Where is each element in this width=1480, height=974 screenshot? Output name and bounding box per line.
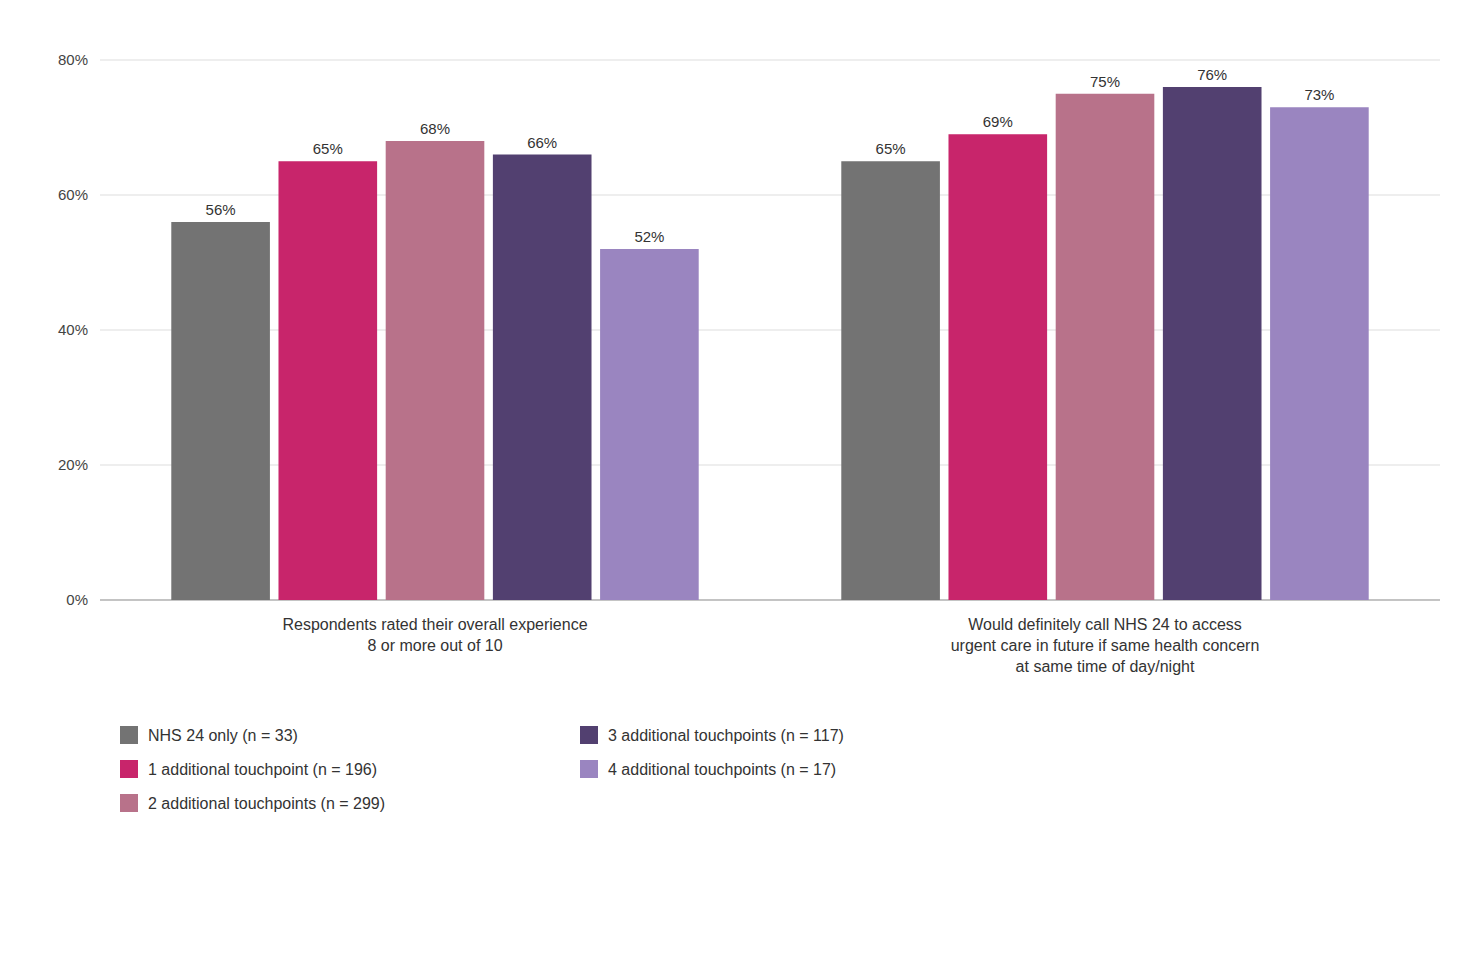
y-tick-label: 80% — [58, 51, 88, 68]
x-tick-label-line: 8 or more out of 10 — [367, 637, 502, 654]
bar — [171, 222, 270, 600]
data-label: 73% — [1304, 86, 1334, 103]
legend-label: 1 additional touchpoint (n = 196) — [148, 761, 377, 778]
bar — [1056, 94, 1155, 600]
legend-swatch — [580, 726, 598, 744]
y-tick-label: 0% — [66, 591, 88, 608]
data-label: 66% — [527, 134, 557, 151]
chart-container: 0% 20% 40% 60% 80% 56% 65% 65% 69% 68% 75% 66% 76% 52… — [0, 0, 1480, 974]
bar — [386, 141, 485, 600]
y-tick-label: 40% — [58, 321, 88, 338]
bar — [1163, 87, 1262, 600]
x-tick-label-line: urgent care in future if same health con… — [951, 637, 1260, 654]
bar — [278, 161, 377, 600]
legend-swatch — [120, 794, 138, 812]
legend-swatch — [580, 760, 598, 778]
x-tick-label: Would definitely call NHS 24 to access ur… — [951, 616, 1260, 675]
bars — [171, 87, 1368, 600]
x-axis: Respondents rated their overall experien… — [282, 616, 1259, 675]
data-label: 65% — [313, 140, 343, 157]
chart: 0% 20% 40% 60% 80% 56% 65% 65% 69% 68% 75% 66% 76% 52… — [0, 0, 1480, 974]
data-label: 65% — [876, 140, 906, 157]
x-tick-label-line: at same time of day/night — [1016, 658, 1195, 675]
bar — [1270, 107, 1369, 600]
grid-line — [100, 60, 1440, 61]
legend: NHS 24 only (n = 33) 1 additional touchpo… — [120, 726, 844, 812]
x-tick-label: Respondents rated their overall experien… — [282, 616, 587, 654]
data-label: 56% — [206, 201, 236, 218]
legend-swatch — [120, 726, 138, 744]
y-tick-label: 20% — [58, 456, 88, 473]
bar — [600, 249, 699, 600]
y-axis: 0% 20% 40% 60% 80% — [58, 51, 88, 608]
legend-label: 3 additional touchpoints (n = 117) — [608, 727, 844, 744]
data-label: 75% — [1090, 73, 1120, 90]
grid — [100, 60, 1440, 600]
data-label: 76% — [1197, 66, 1227, 83]
data-label: 68% — [420, 120, 450, 137]
data-label: 69% — [983, 113, 1013, 130]
legend-swatch — [120, 760, 138, 778]
x-tick-label-line: Respondents rated their overall experien… — [282, 616, 587, 633]
data-label: 52% — [634, 228, 664, 245]
data-labels: 56% 65% 65% 69% 68% 75% 66% 76% 52% 73% — [206, 66, 1335, 245]
legend-label: 4 additional touchpoints (n = 17) — [608, 761, 836, 778]
x-tick-label-line: Would definitely call NHS 24 to access — [968, 616, 1242, 633]
bar — [948, 134, 1047, 600]
legend-label: 2 additional touchpoints (n = 299) — [148, 795, 385, 812]
bar — [493, 155, 592, 601]
y-tick-label: 60% — [58, 186, 88, 203]
legend-label: NHS 24 only (n = 33) — [148, 727, 298, 744]
bar — [841, 161, 940, 600]
